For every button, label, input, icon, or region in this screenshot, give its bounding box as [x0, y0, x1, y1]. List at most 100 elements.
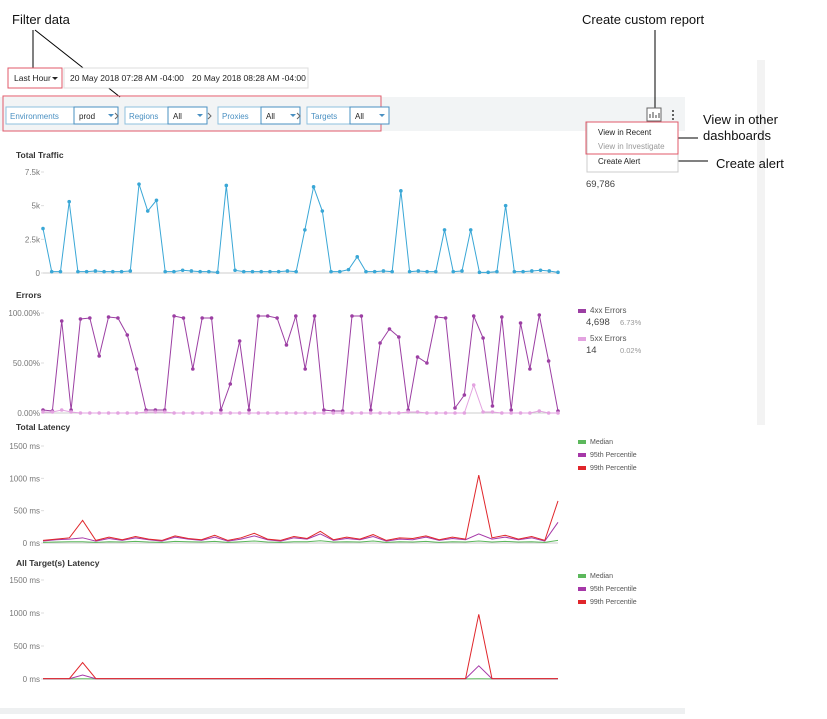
data-point — [355, 255, 359, 259]
data-point — [97, 411, 101, 415]
start-date: 20 May 2018 07:28 AM -04:00 — [70, 73, 184, 83]
data-point — [233, 269, 237, 273]
y-tick-label: 1500 ms — [9, 442, 40, 451]
data-point — [51, 410, 55, 414]
menu-item[interactable]: View in Recent — [598, 128, 652, 137]
menu-item[interactable]: Create Alert — [598, 157, 641, 166]
data-point — [486, 271, 490, 275]
data-point — [481, 410, 485, 414]
y-tick-label: 1500 ms — [9, 576, 40, 585]
filter-label: Regions — [129, 112, 158, 121]
data-point — [163, 270, 167, 274]
data-point — [547, 411, 551, 415]
data-point — [519, 321, 523, 325]
y-tick-label: 5k — [32, 202, 41, 211]
legend-label: 95th Percentile — [590, 452, 637, 459]
data-point — [294, 314, 298, 318]
data-point — [313, 314, 317, 318]
y-tick-label: 2.5k — [25, 235, 41, 244]
data-point — [238, 411, 242, 415]
data-point — [547, 359, 551, 363]
y-tick-label: 0 ms — [23, 675, 40, 684]
data-point — [495, 270, 499, 274]
data-point — [94, 269, 98, 273]
series-line — [43, 666, 558, 679]
data-point — [500, 315, 504, 319]
legend-swatch — [578, 309, 586, 313]
data-point — [388, 327, 392, 331]
data-point — [331, 411, 335, 415]
data-point — [528, 411, 532, 415]
data-point — [373, 270, 377, 274]
data-point — [513, 270, 517, 274]
data-point — [191, 367, 195, 371]
data-point — [107, 411, 111, 415]
y-tick-label: 1000 ms — [9, 474, 40, 483]
data-point — [369, 411, 373, 415]
data-point — [210, 316, 214, 320]
legend-swatch — [578, 587, 586, 591]
filter-label: Proxies — [222, 112, 249, 121]
data-point — [378, 341, 382, 345]
data-point — [451, 270, 455, 274]
data-point — [181, 269, 185, 273]
filter-value: All — [355, 112, 364, 121]
data-point — [172, 314, 176, 318]
data-point — [200, 411, 204, 415]
data-point — [350, 411, 354, 415]
data-point — [228, 411, 232, 415]
data-point — [434, 270, 438, 274]
legend-share: 6.73% — [620, 318, 642, 327]
data-point — [50, 270, 54, 274]
data-point — [76, 270, 80, 274]
data-point — [378, 411, 382, 415]
series-line — [43, 315, 558, 411]
data-point — [521, 270, 525, 274]
data-point — [416, 410, 420, 414]
data-point — [146, 209, 150, 213]
data-point — [268, 270, 272, 274]
y-tick-label: 7.5k — [25, 168, 41, 177]
data-point — [41, 410, 45, 414]
data-point — [463, 393, 467, 397]
data-point — [537, 313, 541, 317]
annotation: Filter data — [12, 12, 71, 27]
data-point — [172, 411, 176, 415]
data-point — [500, 411, 504, 415]
y-tick-label: 0.00% — [17, 409, 40, 418]
y-tick-label: 100.00% — [8, 309, 40, 318]
data-point — [154, 410, 158, 414]
data-point — [303, 367, 307, 371]
data-point — [102, 270, 106, 274]
data-point — [399, 189, 403, 193]
data-point — [364, 270, 368, 274]
data-point — [120, 270, 124, 274]
data-point — [207, 270, 211, 274]
data-point — [341, 411, 345, 415]
data-point — [388, 411, 392, 415]
data-point — [125, 411, 129, 415]
data-point — [277, 270, 281, 274]
data-point — [443, 228, 447, 232]
data-point — [417, 269, 421, 273]
data-point — [200, 316, 204, 320]
data-point — [360, 314, 364, 318]
data-point — [425, 411, 429, 415]
data-point — [257, 411, 261, 415]
data-point — [312, 185, 316, 189]
data-point — [257, 314, 261, 318]
data-point — [88, 411, 92, 415]
data-point — [425, 270, 429, 274]
menu-item[interactable]: View in Investigate — [598, 142, 665, 151]
end-date: 20 May 2018 08:28 AM -04:00 — [192, 73, 306, 83]
more-icon[interactable] — [672, 110, 674, 112]
data-point — [259, 270, 263, 274]
more-icon — [672, 118, 674, 120]
data-point — [313, 411, 317, 415]
series-line — [43, 184, 558, 272]
legend-label: 99th Percentile — [590, 599, 637, 606]
filter-label: Environments — [10, 112, 59, 121]
y-tick-label: 500 ms — [14, 642, 40, 651]
data-point — [530, 269, 534, 273]
data-point — [444, 316, 448, 320]
